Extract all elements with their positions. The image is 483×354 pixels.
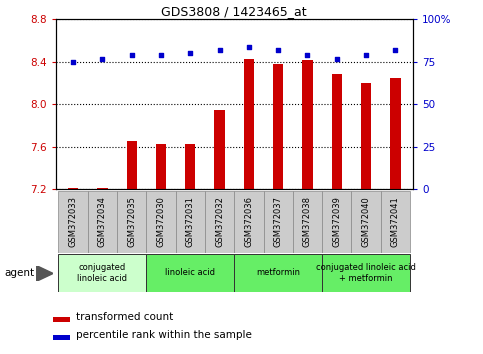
Bar: [53, 317, 70, 321]
Point: [333, 56, 341, 61]
Bar: [185, 144, 196, 189]
Point: [392, 47, 399, 53]
Text: GSM372030: GSM372030: [156, 196, 166, 247]
Bar: [176, 191, 205, 253]
Bar: [234, 191, 264, 253]
Point: [99, 56, 106, 61]
Bar: [322, 254, 410, 292]
Text: conjugated
linoleic acid: conjugated linoleic acid: [77, 263, 128, 282]
Point: [362, 52, 370, 58]
Bar: [214, 110, 225, 189]
Title: GDS3808 / 1423465_at: GDS3808 / 1423465_at: [161, 5, 307, 18]
Text: GSM372041: GSM372041: [391, 196, 400, 247]
Bar: [205, 191, 234, 253]
Bar: [156, 144, 166, 189]
Point: [69, 59, 77, 65]
Text: linoleic acid: linoleic acid: [165, 268, 215, 278]
Point: [274, 47, 282, 53]
Text: GSM372035: GSM372035: [127, 196, 136, 247]
Bar: [97, 188, 108, 189]
Text: GSM372032: GSM372032: [215, 196, 224, 247]
Bar: [381, 191, 410, 253]
Text: GSM372036: GSM372036: [244, 196, 254, 247]
Bar: [302, 60, 313, 189]
Bar: [127, 141, 137, 189]
Bar: [117, 191, 146, 253]
Point: [157, 52, 165, 58]
Bar: [88, 191, 117, 253]
Point: [128, 52, 136, 58]
Bar: [68, 188, 78, 189]
Bar: [53, 335, 70, 340]
Text: GSM372031: GSM372031: [186, 196, 195, 247]
Point: [245, 44, 253, 50]
Bar: [352, 191, 381, 253]
Bar: [244, 59, 254, 189]
Text: GSM372033: GSM372033: [69, 196, 78, 247]
Bar: [264, 191, 293, 253]
Bar: [273, 64, 284, 189]
Text: GSM372040: GSM372040: [362, 196, 370, 247]
Polygon shape: [36, 266, 53, 281]
Bar: [322, 191, 352, 253]
Bar: [361, 83, 371, 189]
Text: agent: agent: [5, 268, 35, 278]
Text: GSM372034: GSM372034: [98, 196, 107, 247]
Bar: [146, 191, 176, 253]
Text: GSM372039: GSM372039: [332, 196, 341, 247]
Bar: [332, 74, 342, 189]
Point: [304, 52, 312, 58]
Bar: [146, 254, 234, 292]
Bar: [58, 254, 146, 292]
Bar: [234, 254, 322, 292]
Point: [186, 51, 194, 56]
Bar: [390, 78, 400, 189]
Bar: [293, 191, 322, 253]
Text: GSM372037: GSM372037: [274, 196, 283, 247]
Text: transformed count: transformed count: [76, 312, 173, 322]
Point: [216, 47, 224, 53]
Bar: [58, 191, 88, 253]
Text: metformin: metformin: [256, 268, 300, 278]
Text: conjugated linoleic acid
+ metformin: conjugated linoleic acid + metformin: [316, 263, 416, 282]
Text: GSM372038: GSM372038: [303, 196, 312, 247]
Text: percentile rank within the sample: percentile rank within the sample: [76, 330, 252, 341]
